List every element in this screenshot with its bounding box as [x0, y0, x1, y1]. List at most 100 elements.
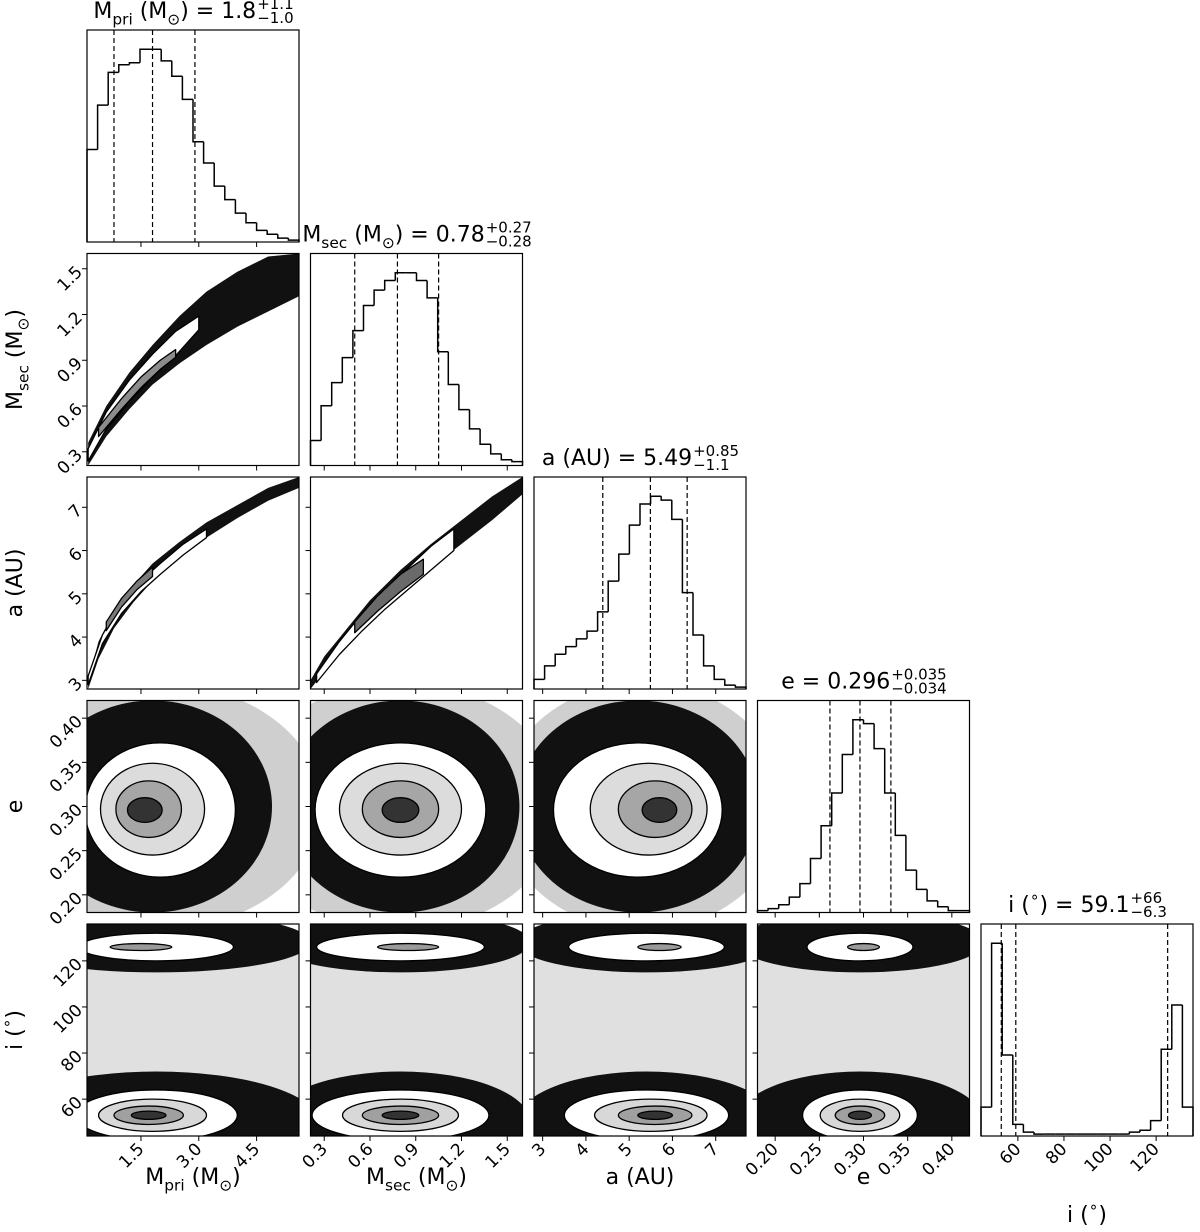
histogram-step — [628, 524, 640, 555]
histogram-step — [426, 280, 438, 299]
panel-title: a (AU) = 5.49 +0.85−1.1 — [542, 442, 739, 474]
x-axis-label: Msec (M⊙) — [366, 1165, 467, 1195]
text-part: ) = 59.1 — [1039, 893, 1129, 918]
title-lower: −0.28 — [486, 233, 532, 251]
density-level — [641, 797, 678, 824]
text-part: M — [302, 223, 321, 248]
histogram-panel — [533, 476, 747, 694]
histogram-step — [575, 638, 587, 647]
text-part: ∘ — [0, 1019, 16, 1029]
x-tick-label: 0.25 — [786, 1139, 827, 1180]
histogram-step — [1128, 1131, 1140, 1135]
text-part: ⊙ — [446, 1177, 459, 1195]
title-upper: +66 — [1130, 889, 1162, 907]
pair-panel: 0.30.60.91.21.5 — [54, 252, 300, 479]
text-part: ) — [458, 1165, 467, 1190]
panel-frame — [756, 699, 971, 914]
histogram-step — [500, 453, 512, 461]
histogram-step — [1022, 1124, 1034, 1133]
y-axis-label: e — [3, 800, 28, 814]
density-band — [354, 558, 425, 634]
y-tick-label: 5 — [65, 587, 87, 609]
panel-frame — [533, 923, 747, 1137]
density-level — [847, 1110, 873, 1121]
density-level — [381, 797, 420, 824]
text-part: (M — [411, 1165, 446, 1190]
histogram-step — [554, 653, 566, 666]
histogram-step — [852, 719, 864, 755]
panel-frame — [309, 252, 524, 467]
x-tick-label: 0.3 — [298, 1139, 331, 1172]
text-part: ) — [232, 1165, 241, 1190]
histogram-step — [96, 104, 109, 150]
histogram-step — [777, 904, 790, 909]
histogram-step — [128, 62, 140, 65]
title-upper: +1.1 — [257, 0, 293, 13]
histogram-step — [873, 723, 885, 750]
panel-title: Msec (M⊙) = 0.78 +0.27−0.28 — [302, 219, 531, 253]
text-part: (M — [133, 0, 168, 24]
histogram-step — [107, 71, 119, 106]
x-tick-label: 0.40 — [918, 1139, 959, 1180]
histogram-step — [341, 356, 353, 383]
panel-title: i (∘) = 59.1 +66−6.3 — [1008, 888, 1167, 921]
histogram-step — [213, 162, 225, 187]
x-axis-label: e — [857, 1165, 871, 1190]
histogram-step — [277, 234, 289, 239]
density-band — [88, 477, 299, 689]
histogram-step — [224, 186, 236, 201]
histogram-step — [767, 907, 779, 911]
density-band — [87, 528, 208, 686]
panel-frame — [309, 923, 524, 1137]
histogram-step — [479, 428, 491, 446]
text-part: a (AU) = 5.49 — [542, 446, 692, 471]
histogram-step — [181, 76, 193, 101]
title-main: i (∘) = 59.1 — [1008, 888, 1129, 918]
y-tick-label: 0.6 — [54, 400, 87, 433]
histogram-step — [1033, 1132, 1045, 1135]
y-tick-label: 0.35 — [46, 756, 87, 797]
histogram-step — [320, 405, 332, 441]
histogram-panel — [756, 699, 971, 918]
y-tick-label: 60 — [57, 1093, 86, 1122]
text-part: ) = 1.8 — [180, 0, 256, 24]
panel-frame — [86, 923, 300, 1137]
histogram-step — [171, 60, 183, 78]
text-part: e — [857, 1165, 871, 1190]
density — [87, 253, 299, 466]
histogram-step — [352, 329, 364, 358]
text-part: ⊙ — [382, 234, 395, 252]
panel-frame — [980, 923, 1194, 1137]
text-part: M — [93, 0, 112, 24]
panel-title: Mpri (M⊙) = 1.8 +1.1−1.0 — [93, 0, 293, 29]
density-level — [846, 942, 881, 952]
y-tick-label: 0.9 — [54, 354, 87, 387]
density-level — [130, 1110, 167, 1121]
histogram-step — [160, 49, 172, 62]
density-band — [315, 528, 455, 684]
histogram-step — [436, 297, 449, 353]
panel-frame — [86, 699, 300, 914]
text-part: a (AU) — [3, 549, 28, 618]
histogram-step — [671, 500, 683, 521]
histogram-step — [362, 304, 375, 331]
histogram-step — [702, 635, 715, 667]
density — [310, 924, 523, 1136]
y-tick-label: 120 — [50, 955, 87, 992]
text-part: i ( — [1008, 893, 1030, 918]
density-band — [97, 348, 177, 438]
density-level — [109, 942, 173, 952]
x-tick-label: 0.35 — [874, 1139, 915, 1180]
histogram-panel: 60 80 100 120 — [980, 923, 1194, 1176]
histogram-step — [394, 272, 406, 281]
density-level — [637, 942, 682, 952]
pair-panel: 0.200.250.300.350.40 — [46, 699, 300, 929]
histogram-step — [1001, 943, 1013, 1056]
x-tick-label: 1.5 — [115, 1139, 148, 1172]
title-upper: +0.27 — [486, 219, 532, 237]
y-tick-label: 7 — [65, 501, 87, 523]
